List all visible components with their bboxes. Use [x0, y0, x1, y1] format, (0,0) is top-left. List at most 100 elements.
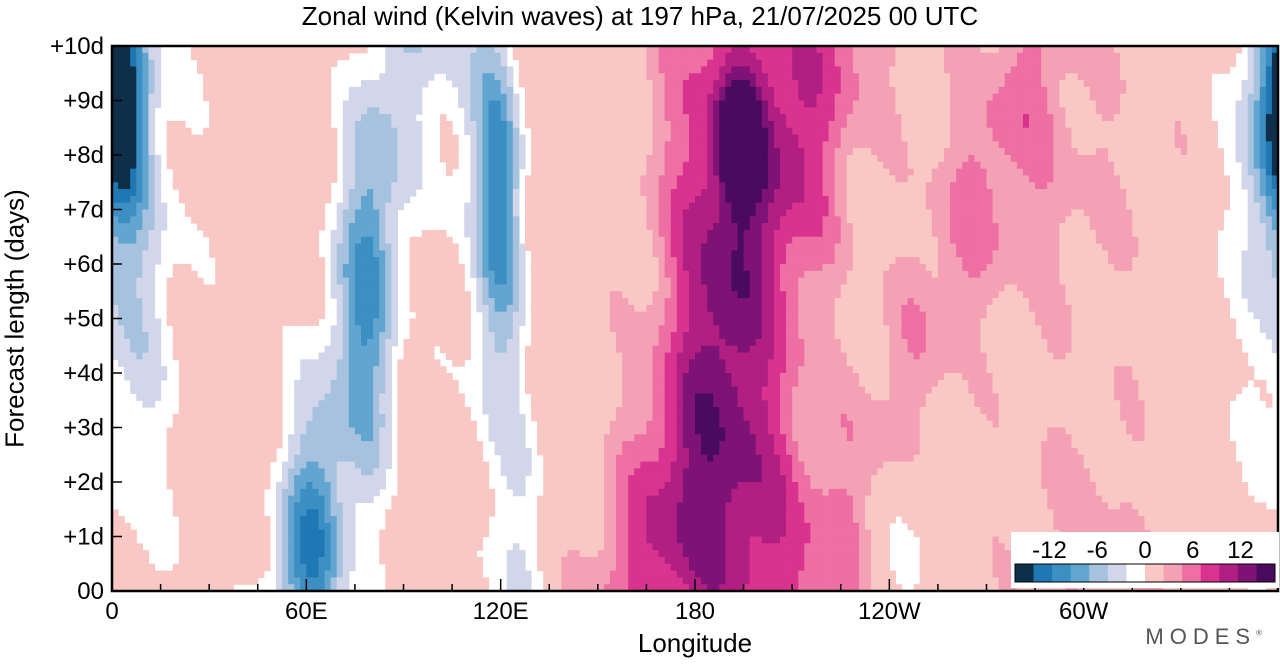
field-cell [919, 148, 927, 156]
field-cell [269, 229, 277, 238]
field-cell [634, 189, 641, 197]
field-cell [634, 86, 641, 95]
field-cell [743, 66, 751, 74]
field-cell [1004, 182, 1012, 190]
field-cell [1083, 141, 1091, 149]
field-cell [1247, 52, 1255, 61]
field-cell [682, 59, 690, 68]
field-cell [731, 120, 739, 129]
field-cell [148, 168, 156, 177]
field-cell [524, 216, 532, 224]
field-cell [136, 66, 143, 74]
field-cell [828, 73, 836, 81]
field-cell [901, 120, 909, 129]
field-cell [549, 202, 556, 211]
field-cell [1168, 223, 1176, 231]
field-cell [597, 59, 605, 68]
field-cell [130, 134, 137, 142]
field-cell [524, 93, 532, 102]
field-cell [871, 80, 878, 88]
field-cell [713, 148, 720, 156]
field-cell [1016, 209, 1024, 217]
field-cell [561, 216, 569, 224]
field-cell [616, 134, 623, 142]
field-cell [1053, 52, 1060, 61]
field-cell [239, 80, 247, 88]
field-cell [531, 114, 538, 122]
field-cell [494, 86, 502, 95]
field-cell [367, 175, 374, 183]
field-cell [1004, 195, 1012, 204]
field-cell [682, 86, 690, 95]
field-cell [464, 216, 471, 224]
field-cell [391, 223, 399, 231]
field-cell [294, 223, 301, 231]
field-cell [634, 141, 641, 149]
field-cell [1022, 175, 1030, 183]
field-cell [883, 236, 890, 245]
field-cell [931, 114, 939, 122]
field-cell [585, 168, 593, 177]
field-cell [622, 236, 629, 245]
field-cell [585, 236, 593, 245]
field-cell [773, 202, 781, 211]
field-cell [537, 202, 544, 211]
field-cell [1259, 134, 1267, 142]
field-cell [579, 114, 587, 122]
field-cell [282, 86, 289, 95]
field-cell [1186, 155, 1194, 163]
field-cell [1041, 52, 1048, 61]
field-cell [1247, 209, 1255, 217]
field-cell [288, 100, 295, 108]
field-cell [494, 73, 502, 81]
field-cell [251, 168, 259, 177]
field-cell [124, 100, 131, 108]
field-cell [925, 202, 933, 211]
field-cell [1126, 168, 1133, 177]
field-cell [749, 80, 757, 88]
field-cell [1144, 127, 1152, 136]
field-cell [288, 229, 295, 238]
field-cell [1126, 182, 1133, 190]
field-cell [1271, 134, 1279, 142]
field-cell [1168, 120, 1176, 129]
field-cell [1223, 195, 1231, 204]
field-cell [494, 195, 502, 204]
field-cell [543, 93, 550, 102]
field-cell [858, 80, 866, 88]
field-cell [658, 175, 666, 183]
field-cell [986, 189, 994, 197]
field-cell [215, 114, 222, 122]
field-cell [1138, 127, 1145, 136]
field-cell [482, 100, 490, 108]
field-cell [609, 182, 617, 190]
field-cell [1041, 127, 1048, 136]
field-cell [804, 168, 811, 177]
field-cell [500, 66, 508, 74]
field-cell [567, 134, 575, 142]
field-cell [1016, 182, 1024, 190]
field-cell [209, 216, 216, 224]
field-cell [561, 100, 569, 108]
field-cell [124, 195, 131, 204]
field-cell [573, 73, 581, 81]
field-cell [1132, 80, 1139, 88]
field-cell [294, 100, 301, 108]
field-cell [1101, 189, 1109, 197]
field-cell [755, 86, 763, 95]
field-cell [816, 86, 824, 95]
field-cell [1247, 148, 1255, 156]
field-cell [640, 80, 648, 88]
field-cell [1150, 66, 1158, 74]
field-cell [482, 148, 490, 156]
field-cell [895, 73, 903, 81]
field-cell [367, 134, 374, 142]
field-cell [476, 114, 484, 122]
field-cell [573, 86, 581, 95]
field-cell [512, 223, 520, 231]
field-cell [470, 100, 477, 108]
field-cell [603, 236, 611, 245]
field-cell [555, 195, 562, 204]
field-cell [1065, 66, 1073, 74]
field-cell [506, 236, 514, 245]
